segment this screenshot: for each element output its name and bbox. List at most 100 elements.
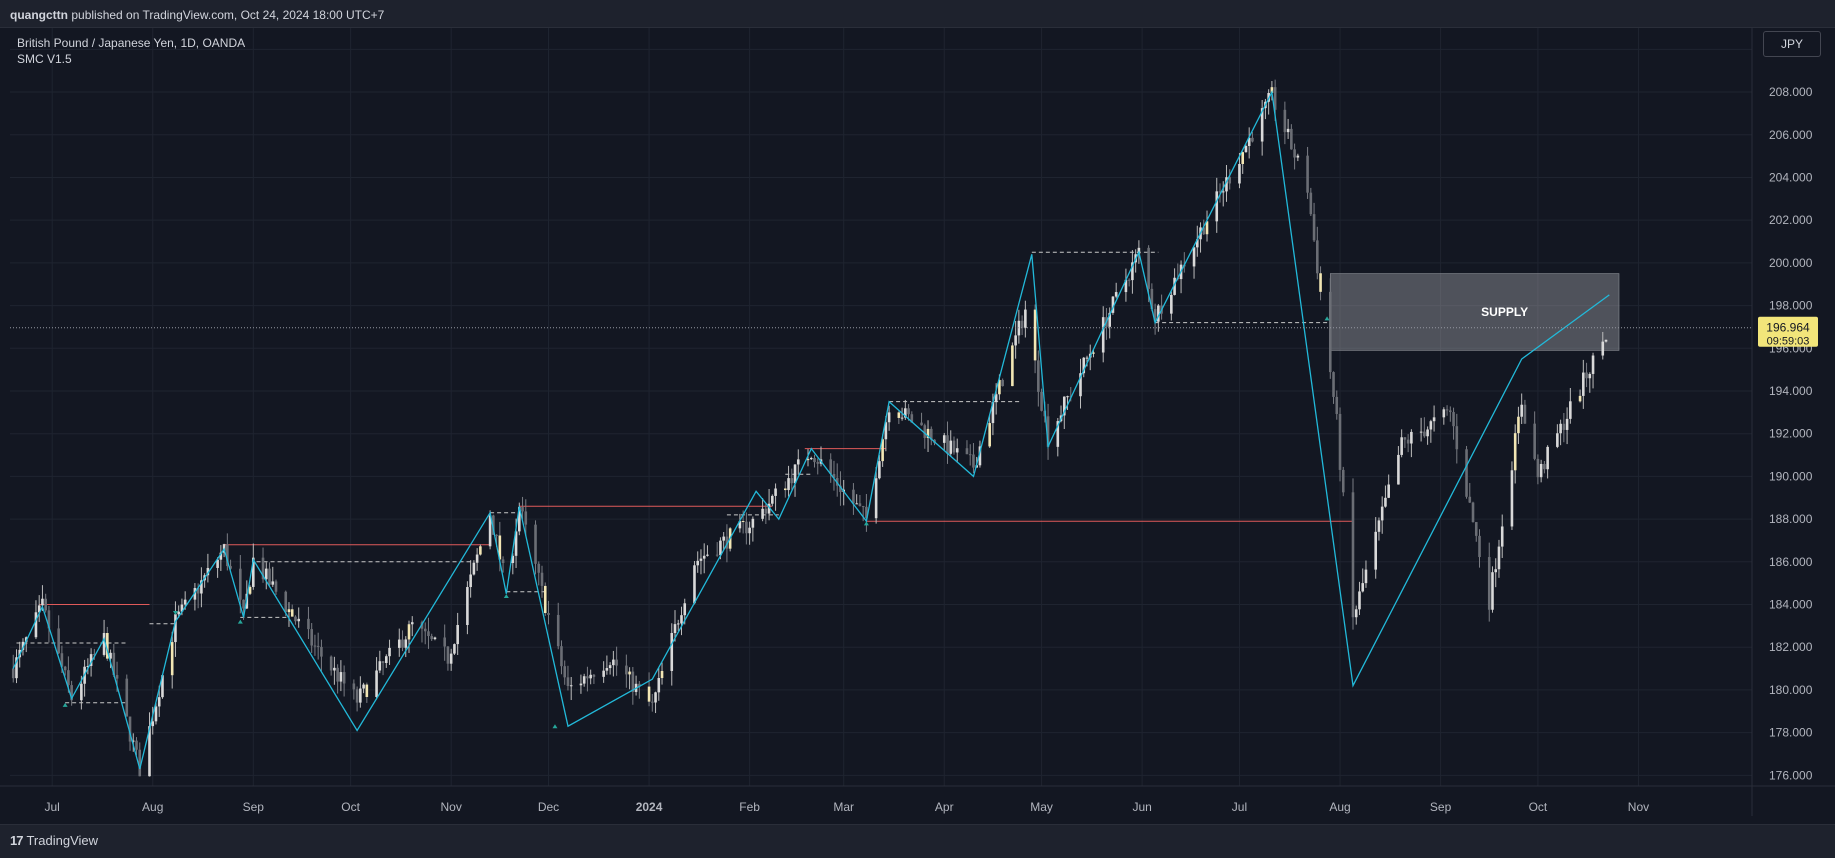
- candle-body: [1403, 437, 1407, 440]
- candle-body: [1085, 357, 1089, 359]
- candle-body: [226, 544, 229, 567]
- candle-body: [151, 721, 155, 727]
- candle-body: [1364, 569, 1368, 584]
- swing-marker-up: [503, 593, 509, 598]
- candle-body: [725, 536, 729, 549]
- candle-body: [631, 671, 635, 692]
- candle-body: [793, 464, 797, 484]
- candle-body: [1312, 214, 1316, 241]
- candle-body: [375, 670, 378, 697]
- candle-body: [657, 678, 661, 693]
- tradingview-wordmark: TradingView: [26, 833, 99, 848]
- candle-body: [453, 644, 456, 654]
- candle-body: [1410, 431, 1413, 444]
- candle-body: [1380, 506, 1384, 521]
- candle-body: [1397, 454, 1400, 485]
- candle-body: [216, 559, 219, 568]
- candle-body: [865, 506, 868, 519]
- candle-body: [125, 678, 129, 717]
- candle-body: [1037, 360, 1040, 392]
- candle-body: [427, 631, 430, 637]
- candle-body: [359, 688, 362, 703]
- candle-body: [443, 637, 446, 647]
- candle-body: [1517, 416, 1520, 434]
- candle-body: [430, 636, 434, 640]
- candle-body: [1131, 262, 1134, 281]
- candle-body: [952, 440, 956, 453]
- candle-body: [858, 503, 862, 507]
- candle-body: [612, 659, 615, 666]
- candle-body: [384, 656, 388, 663]
- candle-body: [1465, 449, 1468, 497]
- candle-body: [80, 683, 83, 701]
- candle-body: [1202, 227, 1206, 235]
- candle-body: [261, 557, 265, 580]
- candle-body: [1478, 535, 1481, 558]
- symbol-title[interactable]: British Pound / Japanese Yen, 1D, OANDA: [17, 36, 246, 50]
- candle-body: [1014, 335, 1017, 346]
- candle-body: [605, 668, 609, 671]
- candle-body: [336, 667, 339, 682]
- candle-body: [1562, 423, 1566, 430]
- candle-body: [469, 574, 472, 588]
- candle-body: [284, 591, 288, 613]
- candle-body: [1471, 502, 1475, 523]
- candle-body: [904, 408, 907, 418]
- candle-body: [874, 478, 878, 519]
- candle-body: [521, 507, 524, 512]
- candle-body: [517, 507, 521, 532]
- candle-body: [501, 559, 505, 563]
- candle-body: [998, 379, 1001, 395]
- candle-body: [1108, 312, 1111, 327]
- x-tick-label: Jun: [1132, 800, 1151, 814]
- candle-body: [313, 645, 317, 647]
- candle-body: [1066, 396, 1069, 398]
- candle-body: [582, 676, 586, 684]
- swing-marker-up: [237, 619, 243, 624]
- candle-body: [1296, 155, 1300, 158]
- candle-body: [1309, 192, 1313, 215]
- x-tick-label: Nov: [441, 800, 462, 814]
- y-tick-label: 186.000: [1769, 555, 1813, 569]
- candle-body: [200, 580, 203, 594]
- candle-body: [1582, 372, 1585, 396]
- tradingview-logo[interactable]: 17 TradingView: [10, 833, 98, 848]
- candle-body: [1400, 437, 1403, 455]
- candle-body: [307, 618, 310, 630]
- candle-body: [965, 448, 969, 455]
- y-tick-label: 194.000: [1769, 384, 1813, 398]
- candle-body: [1205, 221, 1209, 235]
- currency-button[interactable]: JPY: [1763, 31, 1821, 57]
- candle-body: [813, 458, 816, 463]
- candle-body: [764, 508, 768, 514]
- candle-body: [1260, 108, 1264, 142]
- candle-body: [320, 646, 323, 657]
- candle-body: [57, 628, 60, 654]
- y-tick-label: 198.000: [1769, 299, 1813, 313]
- author-name[interactable]: quangcttn: [10, 8, 68, 22]
- candle-body: [381, 661, 385, 663]
- candle-body: [1332, 372, 1335, 397]
- candle-body: [1335, 396, 1339, 414]
- candle-body: [1442, 409, 1446, 418]
- candle-body: [294, 616, 297, 622]
- swing-marker-up: [62, 702, 68, 707]
- candle-body: [365, 684, 369, 697]
- candle-body: [268, 568, 271, 585]
- candle-body: [1127, 279, 1131, 281]
- candle-body: [404, 639, 408, 648]
- candle-body: [339, 672, 343, 682]
- candle-body: [767, 503, 771, 514]
- candle-body: [206, 567, 210, 576]
- candle-body: [1040, 391, 1043, 411]
- y-tick-label: 190.000: [1769, 469, 1813, 483]
- candle-body: [673, 624, 677, 634]
- candle-body: [1293, 149, 1296, 158]
- candle-body: [774, 488, 777, 496]
- candle-body: [1238, 163, 1241, 184]
- candle-body: [170, 642, 174, 676]
- candle-body: [1244, 146, 1248, 153]
- indicator-name[interactable]: SMC V1.5: [17, 52, 72, 66]
- candle-body: [1195, 239, 1199, 248]
